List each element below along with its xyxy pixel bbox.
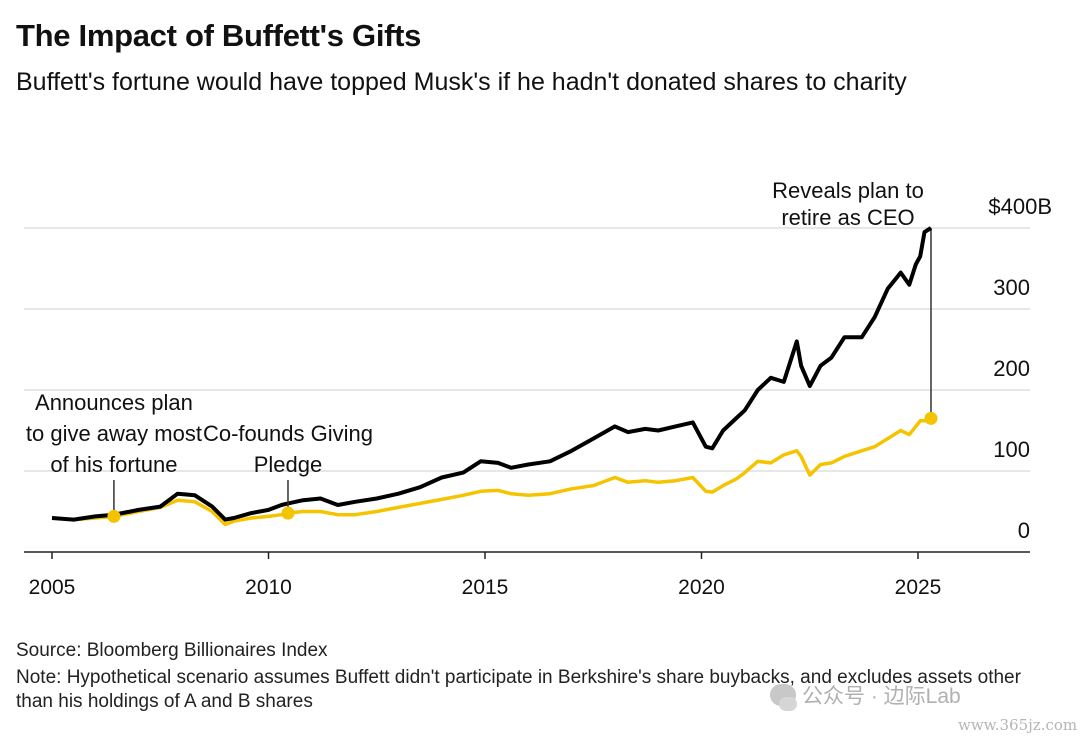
footnote: Note: Hypothetical scenario assumes Buff… <box>16 667 1021 712</box>
annotation-text: to give away most <box>26 421 202 446</box>
annotation-text: of his fortune <box>50 452 177 477</box>
annotation-text: Announces plan <box>35 390 193 415</box>
annotation-text: retire as CEO <box>781 205 914 230</box>
watermark-text: 公众号 · 边际Lab <box>802 685 961 708</box>
line-chart: 2005 2010 2015 2020 2025 0 100 200 300 $400B Annou… <box>24 178 1052 599</box>
annotation-marker <box>281 506 295 520</box>
x-tick-label: 2010 <box>245 576 292 599</box>
y-tick-label: $400B <box>988 194 1052 219</box>
y-tick-label: 300 <box>993 275 1030 300</box>
y-tick-label: 0 <box>1018 518 1030 543</box>
wechat-icon <box>770 684 797 711</box>
y-tick-label: 200 <box>993 356 1030 381</box>
x-tick-label: 2005 <box>29 576 76 599</box>
x-tick-label: 2025 <box>895 576 942 599</box>
hypothetical-fortune-line <box>51 226 933 522</box>
annotation-text: Reveals plan to <box>772 178 924 203</box>
x-tick-label: 2015 <box>462 576 509 599</box>
site-watermark: www.365jz.com <box>958 716 1078 734</box>
annotation-marker <box>107 509 121 523</box>
actual-fortune-line <box>51 416 932 527</box>
chart-title: The Impact of Buffett's Gifts <box>16 18 422 53</box>
y-tick-label: 100 <box>993 437 1030 462</box>
chart-subtitle: Buffett's fortune would have topped Musk… <box>16 68 907 96</box>
annotation-text: Co-founds Giving <box>203 421 373 446</box>
annotation-marker <box>924 411 938 425</box>
source-note: Source: Bloomberg Billionaires Index <box>16 640 328 661</box>
watermark: 公众号 · 边际Lab <box>770 680 961 711</box>
annotation-text: Pledge <box>254 452 323 477</box>
x-tick-label: 2020 <box>678 576 725 599</box>
